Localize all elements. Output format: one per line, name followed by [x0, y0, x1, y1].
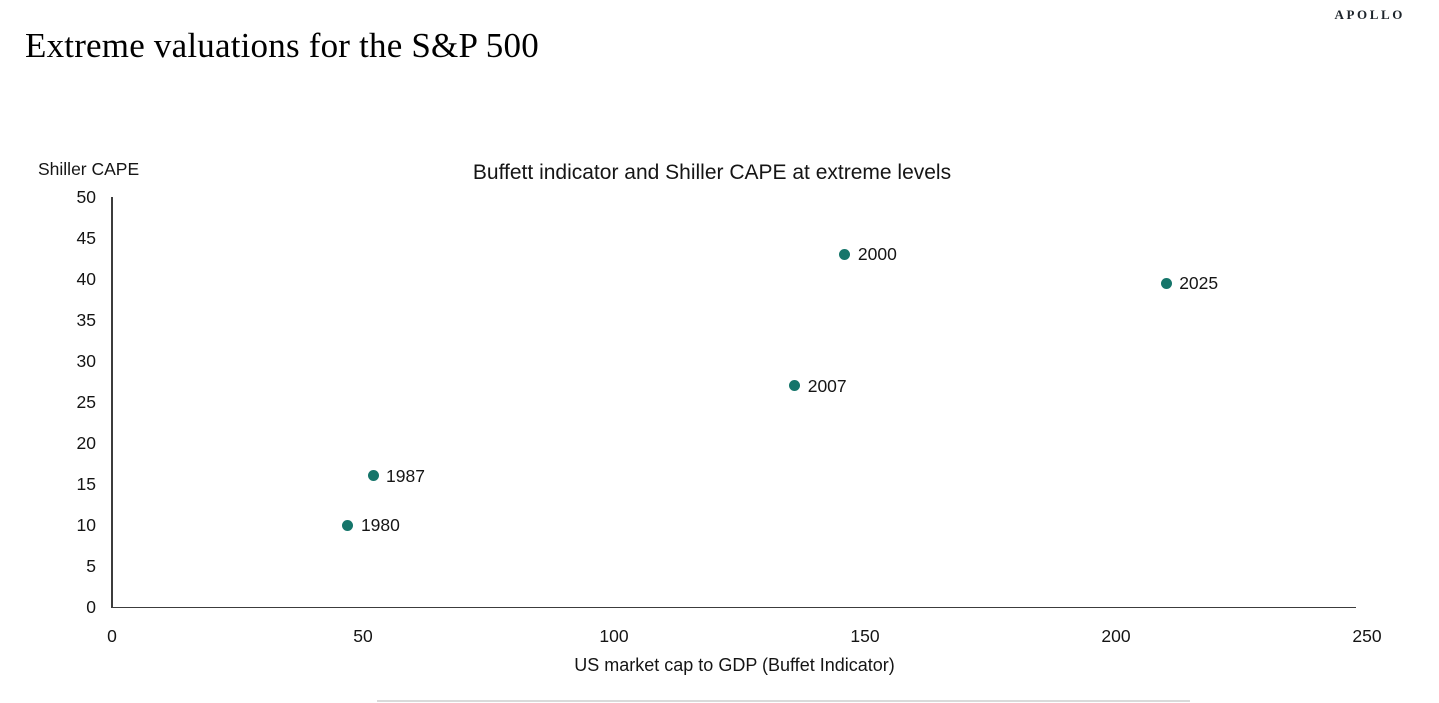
x-tick-label: 50 — [353, 626, 373, 646]
y-tick-label: 5 — [86, 556, 96, 576]
x-tick-label: 150 — [850, 626, 880, 646]
chart-title: Buffett indicator and Shiller CAPE at ex… — [472, 161, 952, 184]
y-tick-label: 45 — [76, 228, 96, 248]
data-point-label-2007: 2007 — [807, 375, 847, 396]
data-point-label-1980: 1980 — [360, 515, 400, 535]
data-point-label-1987: 1987 — [386, 465, 425, 486]
y-tick-label: 10 — [76, 515, 96, 535]
x-axis-label: US market cap to GDP (Buffet Indicator) — [574, 655, 895, 675]
y-tick-label: 50 — [76, 187, 96, 207]
y-tick-label: 20 — [76, 433, 96, 453]
data-point-label-2025: 2025 — [1179, 273, 1219, 294]
y-tick-label: 40 — [76, 269, 96, 289]
data-point-2007 — [789, 380, 801, 392]
data-point-2025 — [1160, 277, 1172, 289]
x-axis-line — [111, 606, 1356, 609]
bottom-divider — [377, 700, 1190, 702]
data-point-1980 — [342, 519, 354, 531]
data-point-1987 — [367, 470, 379, 482]
page-title: Extreme valuations for the S&P 500 — [25, 26, 539, 65]
y-tick-label: 0 — [86, 597, 96, 617]
data-point-label-2000: 2000 — [857, 244, 897, 265]
data-point-2000 — [839, 248, 851, 260]
y-tick-label: 30 — [76, 351, 96, 371]
x-tick-label: 0 — [107, 626, 117, 646]
x-tick-label: 100 — [599, 626, 629, 646]
x-tick-label: 250 — [1352, 626, 1382, 646]
y-tick-label: 35 — [76, 310, 96, 330]
x-tick-label: 200 — [1101, 626, 1131, 646]
y-tick-label: 15 — [76, 474, 96, 494]
apollo-logo: APOLLO — [1334, 7, 1405, 22]
y-tick-label: 25 — [76, 392, 96, 412]
y-axis-label: Shiller CAPE — [38, 159, 140, 179]
y-axis-line — [111, 197, 113, 608]
